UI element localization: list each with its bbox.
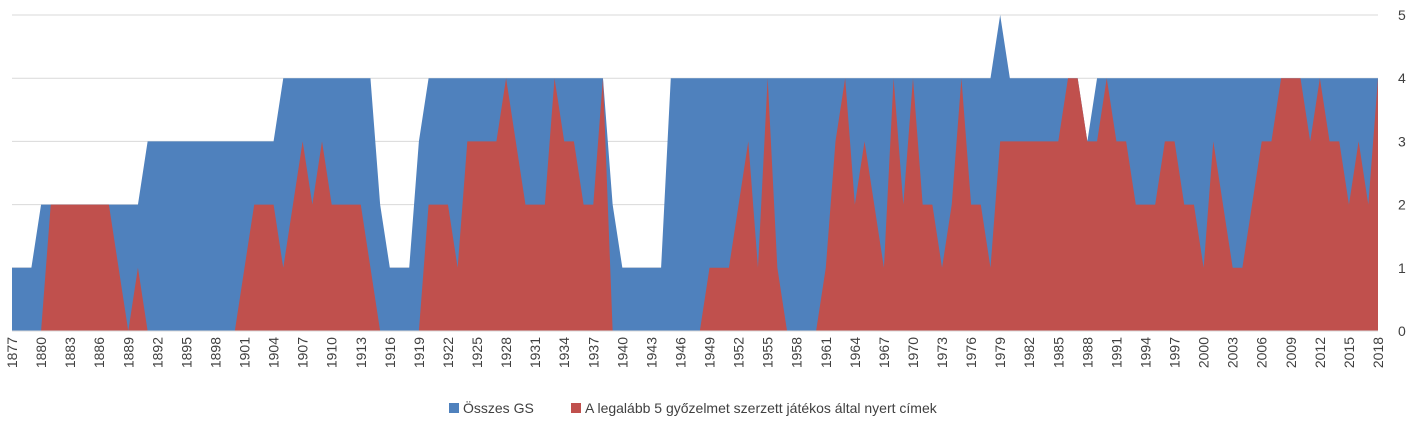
- legend-label-2: A legalább 5 győzelmet szerzett játékos …: [585, 400, 938, 416]
- legend-swatch-1: [449, 403, 459, 413]
- y-tick-label: 2: [1398, 197, 1406, 213]
- x-tick-label: 1955: [760, 337, 776, 368]
- x-tick-label: 1994: [1137, 337, 1153, 368]
- x-tick-label: 1919: [411, 337, 427, 368]
- x-tick-label: 1904: [266, 337, 282, 368]
- x-tick-label: 1916: [382, 337, 398, 368]
- x-tick-label: 1898: [207, 337, 223, 368]
- y-tick-label: 4: [1398, 70, 1406, 86]
- x-tick-label: 2015: [1341, 337, 1357, 368]
- x-tick-label: 1982: [1021, 337, 1037, 368]
- x-tick-label: 1943: [643, 337, 659, 368]
- x-tick-label: 2012: [1312, 337, 1328, 368]
- y-tick-label: 5: [1398, 7, 1406, 23]
- legend: Összes GS A legalább 5 győzelmet szerzett…: [449, 399, 938, 416]
- x-tick-label: 1991: [1108, 337, 1124, 368]
- legend-label-1: Összes GS: [463, 399, 534, 416]
- x-tick-label: 1913: [353, 337, 369, 368]
- x-tick-label: 1931: [527, 337, 543, 368]
- y-tick-label: 1: [1398, 260, 1406, 276]
- x-tick-label: 1940: [614, 337, 630, 368]
- x-tick-label: 1934: [556, 337, 572, 368]
- x-tick-label: 1910: [324, 337, 340, 368]
- x-tick-label: 1976: [963, 337, 979, 368]
- series-area-2: [12, 78, 1378, 331]
- x-tick-label: 1937: [585, 337, 601, 368]
- x-tick-label: 1988: [1079, 337, 1095, 368]
- x-tick-label: 1928: [498, 337, 514, 368]
- x-tick-label: 1952: [731, 337, 747, 368]
- x-tick-label: 1877: [4, 337, 20, 368]
- y-tick-label: 3: [1398, 133, 1406, 149]
- x-tick-label: 1979: [992, 337, 1008, 368]
- x-tick-label: 1883: [62, 337, 78, 368]
- x-tick-label: 2018: [1370, 337, 1386, 368]
- x-tick-label: 1886: [91, 337, 107, 368]
- x-tick-label: 1895: [178, 337, 194, 368]
- x-tick-label: 1961: [818, 337, 834, 368]
- series-areas: [12, 15, 1378, 331]
- x-tick-label: 1970: [905, 337, 921, 368]
- x-tick-label: 1922: [440, 337, 456, 368]
- x-tick-label: 1958: [789, 337, 805, 368]
- x-tick-label: 1925: [469, 337, 485, 368]
- x-tick-label: 1973: [934, 337, 950, 368]
- x-tick-label: 1985: [1050, 337, 1066, 368]
- y-axis-ticks: 0 1 2 3 4 5: [1398, 7, 1406, 339]
- x-tick-label: 2000: [1196, 337, 1212, 368]
- x-tick-label: 2006: [1254, 337, 1270, 368]
- y-tick-label: 0: [1398, 323, 1406, 339]
- x-axis-ticks: 1877 1880 1883 1886 1889 1892 1895 1898 1901 1904…: [4, 337, 1386, 368]
- x-tick-label: 2009: [1283, 337, 1299, 368]
- x-tick-label: 1964: [847, 337, 863, 368]
- x-tick-label: 1949: [702, 337, 718, 368]
- x-tick-label: 1880: [33, 337, 49, 368]
- x-tick-label: 1997: [1167, 337, 1183, 368]
- x-tick-label: 1892: [149, 337, 165, 368]
- x-tick-label: 1889: [120, 337, 136, 368]
- x-tick-label: 1901: [237, 337, 253, 368]
- x-tick-label: 1967: [876, 337, 892, 368]
- legend-swatch-2: [571, 403, 581, 413]
- x-tick-label: 1946: [672, 337, 688, 368]
- x-tick-label: 2003: [1225, 337, 1241, 368]
- x-tick-label: 1907: [295, 337, 311, 368]
